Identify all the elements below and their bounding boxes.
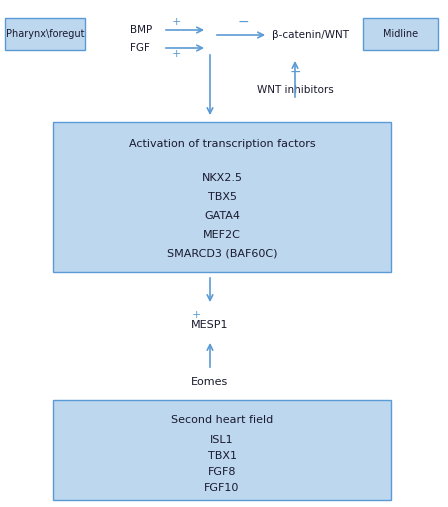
Bar [5,18,85,50]
Text: BMP: BMP [130,25,152,35]
Text: WNT inhibitors: WNT inhibitors [257,85,333,95]
Text: Second heart field: Second heart field [171,415,273,425]
Text: ISL1: ISL1 [210,435,234,445]
Text: FGF: FGF [130,43,150,53]
Text: FGF8: FGF8 [208,467,236,477]
Text: MESP1: MESP1 [191,320,229,330]
Text: Midline: Midline [383,29,418,39]
Text: Eomes: Eomes [191,377,228,387]
Text: Activation of transcription factors: Activation of transcription factors [129,139,315,149]
Bar [53,122,391,272]
Text: SMARCD3 (BAF60C): SMARCD3 (BAF60C) [167,249,277,259]
Text: MEF2C: MEF2C [203,230,241,240]
Text: TBX5: TBX5 [207,192,237,202]
Text: +: + [191,310,201,320]
Text: FGF10: FGF10 [204,483,240,493]
Text: NKX2.5: NKX2.5 [202,173,242,183]
Text: −: − [289,65,301,79]
Text: GATA4: GATA4 [204,211,240,221]
Text: TBX1: TBX1 [207,451,237,461]
Text: +: + [171,49,181,59]
Text: Pharynx\foregut: Pharynx\foregut [6,29,84,39]
Text: β-catenin/WNT: β-catenin/WNT [272,30,349,40]
Bar [53,400,391,500]
Text: −: − [237,15,249,29]
Text: +: + [171,17,181,27]
Bar [363,18,438,50]
